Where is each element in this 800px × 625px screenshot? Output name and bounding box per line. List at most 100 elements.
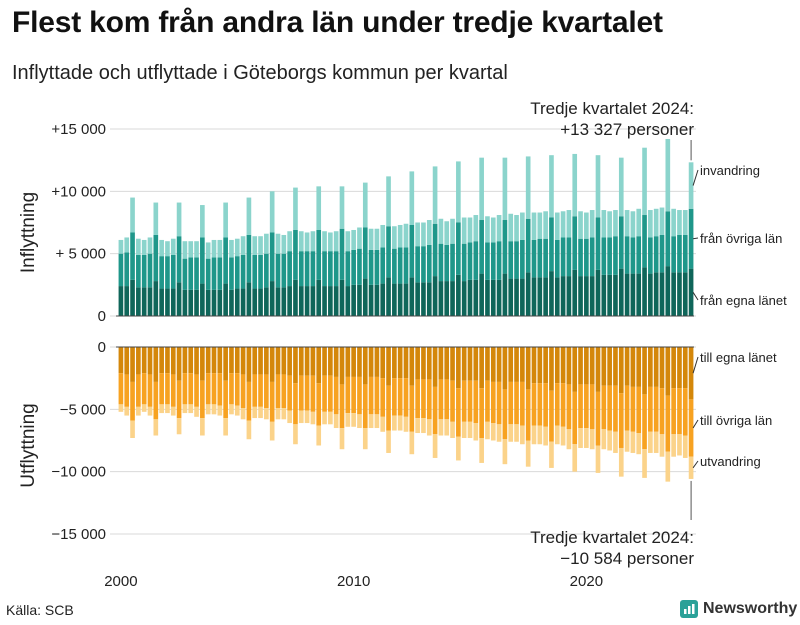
bar-out-ovriga bbox=[566, 384, 572, 430]
bar-out-ovriga bbox=[124, 374, 130, 407]
bar-in-egna bbox=[636, 273, 642, 316]
series-label-in: invandring bbox=[700, 163, 760, 178]
bar-in-ovriga bbox=[223, 237, 228, 284]
bar-in-invandring bbox=[281, 234, 287, 254]
bar-out-ovriga bbox=[298, 375, 304, 411]
annotation-out-line2: −10 584 personer bbox=[560, 549, 694, 568]
bar-out-egna bbox=[479, 347, 484, 389]
bar-out-egna bbox=[165, 347, 170, 374]
bar-in-invandring bbox=[618, 157, 624, 217]
y-tick-label: 0 bbox=[98, 339, 106, 356]
bar-in-egna bbox=[252, 288, 258, 316]
bar-in-ovriga bbox=[496, 241, 502, 280]
bar-in-ovriga bbox=[234, 256, 240, 289]
bar-out-egna bbox=[118, 347, 124, 374]
bar-out-utvandring bbox=[258, 406, 263, 419]
bar-out-ovriga bbox=[554, 383, 560, 426]
bar-in-invandring bbox=[205, 242, 211, 259]
series-label-out: till övriga län bbox=[700, 413, 772, 428]
bar-in-egna bbox=[287, 286, 292, 316]
bar-out-utvandring bbox=[159, 404, 164, 414]
bar-out-ovriga bbox=[485, 380, 490, 422]
bar-in-egna bbox=[671, 272, 676, 316]
bar-in-ovriga bbox=[293, 229, 298, 280]
bar-in-egna bbox=[159, 288, 164, 316]
bar-in-ovriga bbox=[392, 248, 397, 284]
bar-in-egna bbox=[124, 286, 130, 316]
bar-out-egna bbox=[572, 347, 578, 392]
bar-in-ovriga bbox=[403, 247, 409, 284]
bar-in-egna bbox=[397, 283, 403, 316]
bar-out-ovriga bbox=[368, 376, 374, 415]
annotation-in-line2: +13 327 personer bbox=[560, 120, 694, 139]
bar-in-egna bbox=[310, 286, 316, 316]
bar-in-egna bbox=[554, 277, 560, 316]
bar-in-invandring bbox=[444, 221, 450, 245]
bar-out-egna bbox=[531, 347, 537, 384]
bar-out-ovriga bbox=[456, 388, 461, 437]
bar-out-egna bbox=[357, 347, 362, 377]
bar-out-egna bbox=[159, 347, 164, 374]
bar-in-invandring bbox=[130, 197, 135, 233]
bar-in-invandring bbox=[287, 231, 292, 252]
bar-in-egna bbox=[194, 289, 199, 316]
bar-out-egna bbox=[170, 347, 176, 375]
bar-out-egna bbox=[380, 347, 386, 379]
bar-in-ovriga bbox=[630, 237, 636, 274]
bar-out-utvandring bbox=[479, 438, 484, 463]
bars bbox=[118, 138, 694, 482]
bar-out-utvandring bbox=[153, 419, 159, 436]
bar-in-egna bbox=[275, 287, 281, 316]
bar-in-invandring bbox=[136, 238, 141, 255]
bar-in-invandring bbox=[421, 222, 426, 247]
bar-in-ovriga bbox=[601, 237, 607, 275]
bar-out-utvandring bbox=[234, 405, 240, 416]
bar-out-ovriga bbox=[345, 376, 351, 414]
bar-in-egna bbox=[572, 269, 578, 316]
bar-in-egna bbox=[217, 289, 223, 316]
bar-out-utvandring bbox=[136, 406, 141, 416]
bar-out-ovriga bbox=[188, 373, 194, 405]
bar-out-ovriga bbox=[549, 390, 554, 442]
bar-in-egna bbox=[374, 284, 380, 316]
bar-in-invandring bbox=[415, 222, 420, 247]
bar-in-ovriga bbox=[682, 234, 688, 273]
newsworthy-logo[interactable]: Newsworthy bbox=[680, 600, 797, 618]
bar-out-egna bbox=[601, 347, 607, 386]
bar-out-ovriga bbox=[432, 386, 438, 435]
bar-in-ovriga bbox=[357, 248, 362, 285]
bar-in-egna bbox=[537, 277, 543, 316]
bar-in-ovriga bbox=[508, 241, 514, 279]
bar-out-utvandring bbox=[118, 404, 124, 412]
bar-out-ovriga bbox=[258, 374, 263, 407]
bar-out-ovriga bbox=[182, 373, 188, 405]
bar-in-invandring bbox=[275, 233, 281, 254]
bar-out-utvandring bbox=[211, 404, 217, 415]
bar-in-ovriga bbox=[217, 257, 223, 290]
bar-in-ovriga bbox=[624, 236, 630, 274]
bar-out-ovriga bbox=[496, 381, 502, 425]
bar-in-invandring bbox=[386, 176, 391, 227]
bar-out-utvandring bbox=[264, 408, 269, 420]
bar-in-invandring bbox=[246, 197, 252, 235]
bar-in-egna bbox=[520, 278, 525, 316]
bar-in-ovriga bbox=[438, 243, 444, 282]
bar-in-invandring bbox=[648, 210, 653, 238]
bar-in-ovriga bbox=[211, 257, 217, 290]
bar-out-ovriga bbox=[584, 384, 589, 429]
bar-in-ovriga bbox=[258, 254, 263, 289]
bar-out-utvandring bbox=[554, 425, 560, 445]
bar-in-invandring bbox=[479, 157, 484, 220]
bar-out-ovriga bbox=[438, 379, 444, 420]
bar-out-egna bbox=[432, 347, 438, 387]
bar-in-invandring bbox=[153, 202, 159, 235]
bar-in-egna bbox=[682, 272, 688, 316]
bar-in-egna bbox=[502, 273, 508, 316]
bar-in-ovriga bbox=[351, 249, 356, 285]
bar-out-ovriga bbox=[147, 374, 153, 407]
bar-out-utvandring bbox=[595, 445, 601, 473]
bar-out-egna bbox=[182, 347, 188, 374]
bar-in-egna bbox=[328, 286, 333, 316]
bar-out-utvandring bbox=[176, 418, 182, 435]
bar-in-invandring bbox=[520, 212, 525, 240]
